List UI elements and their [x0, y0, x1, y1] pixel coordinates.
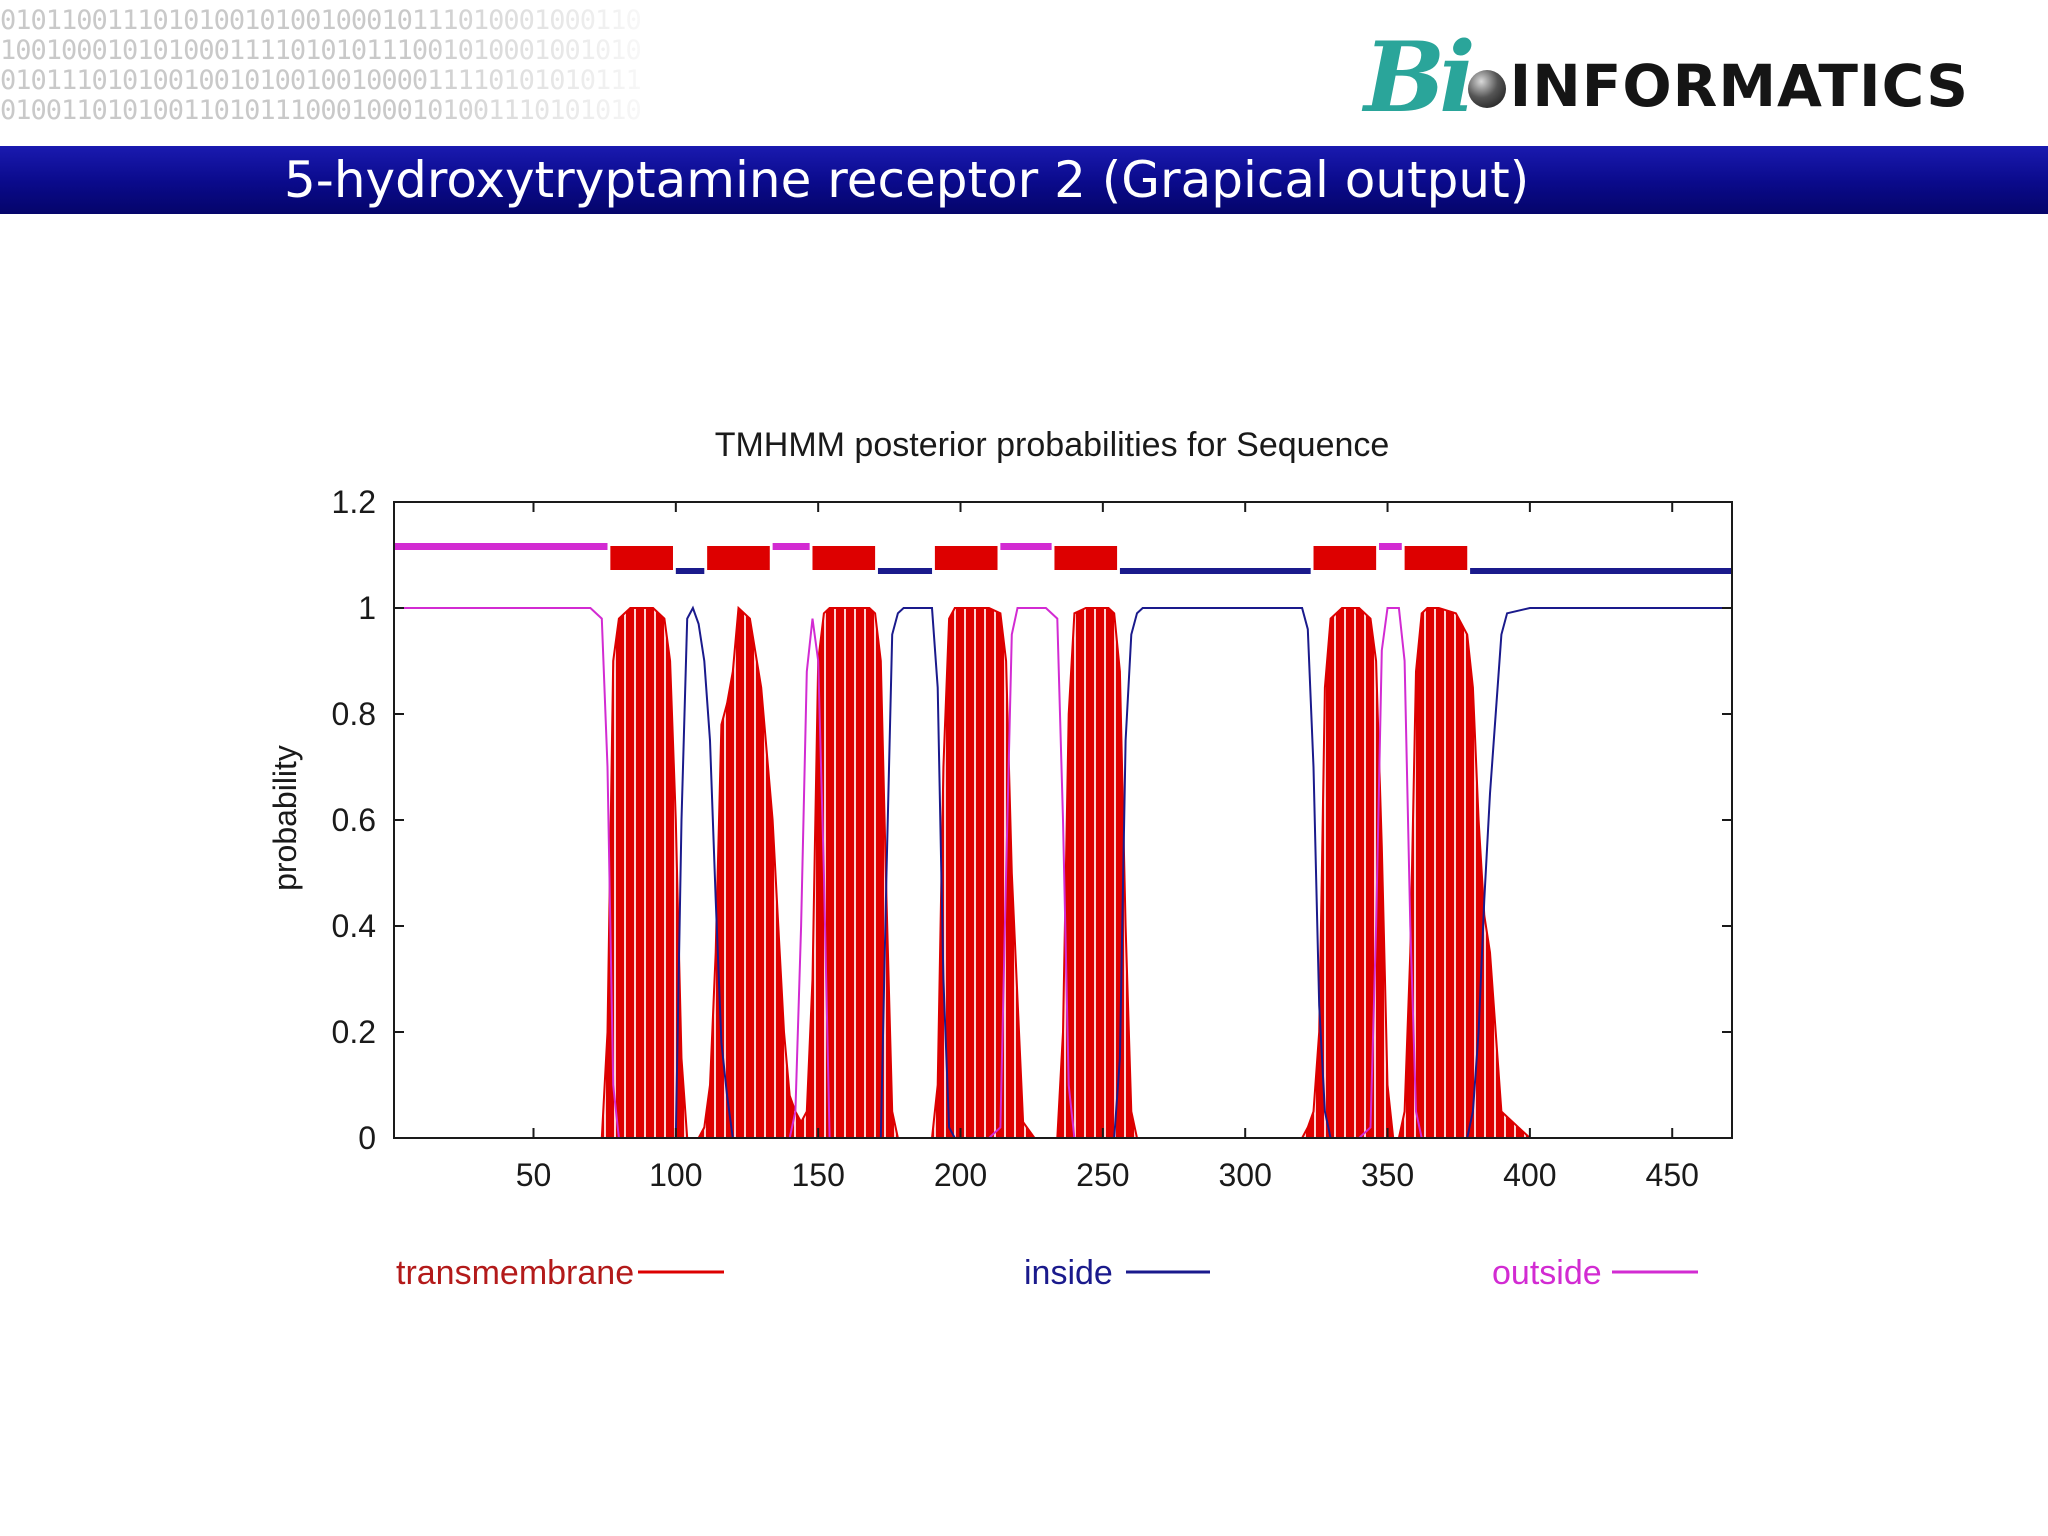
x-tick-label: 250: [1076, 1157, 1129, 1193]
x-tick-label: 400: [1503, 1157, 1556, 1193]
x-tick-label: 200: [934, 1157, 987, 1193]
x-tick-label: 50: [516, 1157, 552, 1193]
topology-inside-segment: [877, 568, 933, 574]
y-tick-label: 0.2: [332, 1014, 376, 1050]
y-axis-label: probability: [267, 745, 303, 891]
topology-transmembrane-block: [610, 546, 673, 570]
bioinformatics-logo: Bi INFORMATICS: [1364, 20, 2024, 134]
transmembrane-area: [394, 605, 1732, 1139]
topology-inside-segment: [1119, 568, 1311, 574]
title-banner: [0, 146, 2048, 214]
legend-label-transmembrane: transmembrane: [396, 1254, 634, 1292]
logo-word-text: INFORMATICS: [1509, 52, 1969, 120]
x-tick-label: 450: [1646, 1157, 1699, 1193]
logo-sphere-icon: [1467, 70, 1506, 108]
legend-label-inside: inside: [1024, 1254, 1113, 1292]
x-tick-label: 150: [791, 1157, 844, 1193]
y-tick-label: 1.2: [332, 484, 376, 520]
legend-label-outside: outside: [1492, 1254, 1602, 1292]
binary-background-pattern: 0101100111010100101001000101110100010001…: [0, 6, 642, 126]
y-tick-label: 0.8: [332, 696, 376, 732]
y-tick-label: 1: [358, 590, 376, 626]
y-tick-label: 0.4: [332, 908, 376, 944]
topology-outside-segment: [394, 543, 608, 550]
logo-bi-text: Bi: [1364, 20, 1476, 134]
y-tick-label: 0.6: [332, 802, 376, 838]
topology-inside-segment: [675, 568, 705, 574]
x-tick-label: 100: [649, 1157, 702, 1193]
topology-transmembrane-block: [1404, 546, 1468, 570]
chart-title: TMHMM posterior probabilities for Sequen…: [715, 426, 1390, 464]
y-tick-label: 0: [358, 1120, 376, 1156]
topology-outside-segment: [772, 543, 810, 550]
topology-transmembrane-block: [1054, 546, 1118, 570]
topology-outside-segment: [1378, 543, 1402, 550]
slide-title: 5-hydroxytryptamine receptor 2 (Grapical…: [284, 151, 1530, 209]
x-tick-label: 350: [1361, 1157, 1414, 1193]
topology-transmembrane-block: [934, 546, 998, 570]
topology-transmembrane-block: [1313, 546, 1377, 570]
topology-inside-segment: [1470, 568, 1732, 574]
topology-transmembrane-block: [707, 546, 770, 570]
topology-outside-segment: [1000, 543, 1052, 550]
x-tick-label: 300: [1219, 1157, 1272, 1193]
topology-transmembrane-block: [812, 546, 876, 570]
